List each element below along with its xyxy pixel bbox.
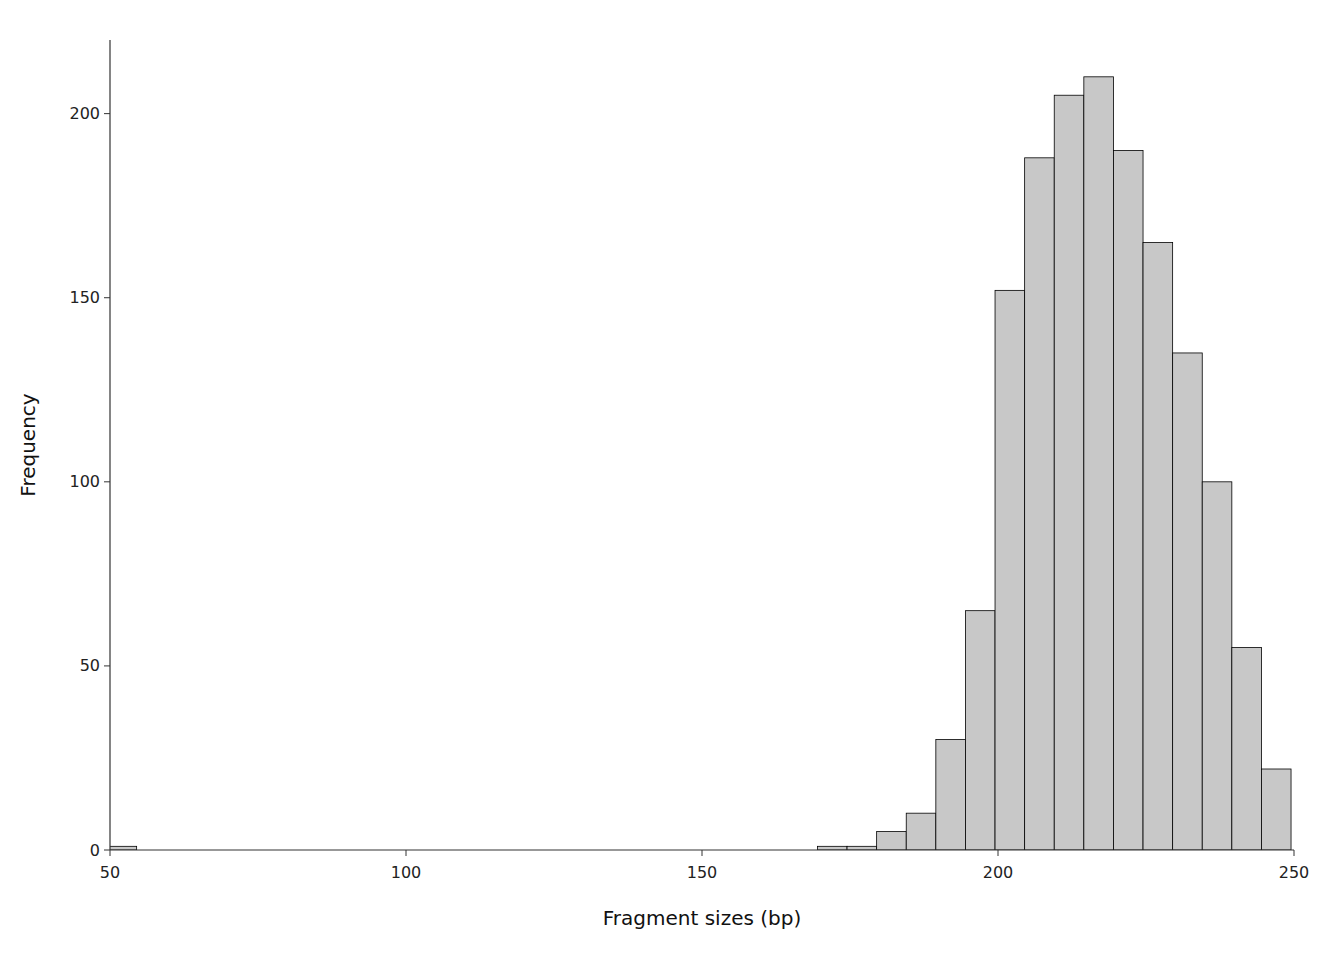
y-tick	[104, 481, 110, 482]
y-axis-line	[109, 40, 110, 850]
x-tick-label: 150	[687, 863, 718, 882]
x-tick	[1294, 850, 1295, 856]
bars	[110, 77, 1291, 850]
bar	[906, 813, 936, 850]
bar	[1084, 77, 1114, 850]
x-tick-label: 200	[983, 863, 1014, 882]
chart-container: 50100150200250050100150200Fragment sizes…	[0, 0, 1344, 960]
x-axis-label: Fragment sizes (bp)	[603, 906, 801, 930]
y-tick-label: 150	[69, 288, 100, 307]
y-tick-label: 100	[69, 472, 100, 491]
bar	[1202, 482, 1232, 850]
bar	[1173, 353, 1203, 850]
y-tick	[104, 850, 110, 851]
y-tick	[104, 297, 110, 298]
y-tick-label: 0	[90, 841, 100, 860]
bar	[1143, 243, 1173, 851]
bar	[877, 832, 907, 850]
y-axis-label: Frequency	[16, 393, 40, 496]
x-tick	[998, 850, 999, 856]
axes: 50100150200250050100150200	[69, 40, 1309, 882]
bar	[1232, 648, 1262, 851]
bar	[1025, 158, 1055, 850]
x-tick-label: 50	[100, 863, 120, 882]
y-tick	[104, 665, 110, 666]
y-tick-label: 200	[69, 104, 100, 123]
x-tick-label: 100	[391, 863, 422, 882]
x-tick-label: 250	[1279, 863, 1310, 882]
bar	[995, 290, 1025, 850]
y-tick	[104, 113, 110, 114]
x-tick	[702, 850, 703, 856]
y-tick-label: 50	[80, 656, 100, 675]
bar	[1113, 150, 1143, 850]
bar	[1054, 95, 1084, 850]
chart: 50100150200250050100150200Fragment sizes…	[0, 0, 1344, 960]
bar	[1261, 769, 1291, 850]
x-tick	[406, 850, 407, 856]
bar	[936, 740, 966, 850]
x-tick	[110, 850, 111, 856]
bar	[965, 611, 995, 850]
